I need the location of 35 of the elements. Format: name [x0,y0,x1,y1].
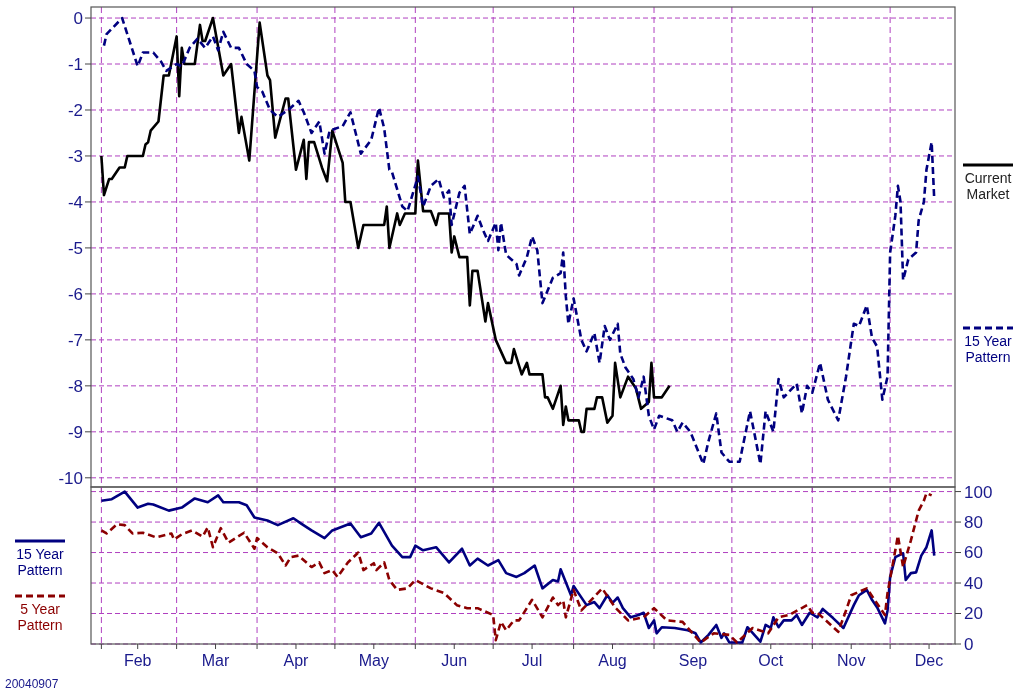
text: 20040907 [5,677,59,691]
x-tick-label: Apr [283,652,310,669]
y-tick-label: -7 [67,330,83,350]
x-tick-label: Oct [758,652,784,669]
y-tick-label: -9 [67,422,83,442]
y-tick-label: -8 [67,376,83,396]
legend-label: Current Market [964,170,1012,202]
y2-tick-label: 40 [964,573,983,593]
x-tick-label: May [358,652,389,669]
y-tick-label: -1 [67,54,83,74]
y-tick-label: 0 [73,8,83,28]
y2-tick-label: 80 [964,513,983,533]
line-series [102,16,936,466]
x-tick-label: Feb [123,652,152,669]
y2-tick-label: 0 [964,634,974,654]
y2-tick-label: 100 [964,482,993,502]
x-tick-label: Mar [201,652,230,669]
y-tick-label: -6 [67,284,83,304]
y2-tick-label: 20 [964,604,983,624]
x-tick-label: Nov [836,652,866,669]
y-tick-label: -2 [67,100,83,120]
legend-label: 5 Year Pattern [17,601,63,633]
x-tick-label: Aug [598,652,627,669]
x-tick-label: Jun [441,652,468,669]
y-tick-label: -4 [67,192,83,212]
x-tick-label: Jul [521,652,543,669]
legend-label: 15 Year Pattern [16,546,65,578]
y2-tick-label: 60 [964,543,983,563]
x-tick-label: Dec [914,652,944,669]
y-tick-label: -10 [58,468,83,488]
y-tick-label: -5 [67,238,83,258]
y-tick-label: -3 [67,146,83,166]
x-tick-label: Sep [678,652,708,669]
line-series [100,16,671,434]
legend-label: 15 Year Pattern [964,333,1013,365]
